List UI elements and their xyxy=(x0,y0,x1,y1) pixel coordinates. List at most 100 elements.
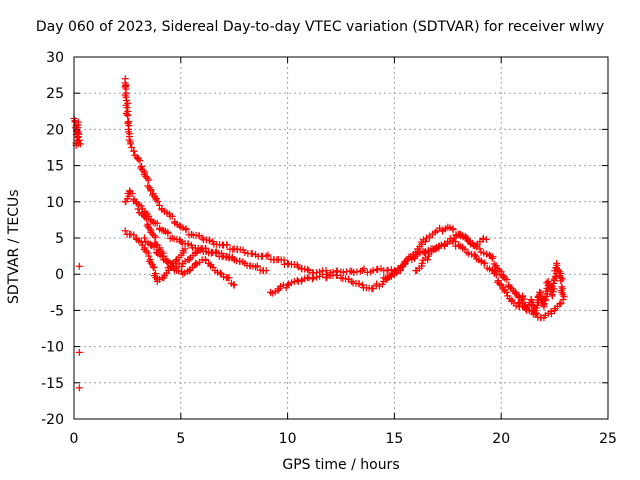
data-point-track-e xyxy=(253,262,261,270)
y-tick-label: 30 xyxy=(46,50,64,66)
axis-ticks: 0 5 10 15 20 25 -20 -15 -10 -5 0 5 10 15 20 25 30 xyxy=(41,50,617,447)
data-point-track-a xyxy=(137,164,145,172)
data-point-track-i xyxy=(522,305,530,313)
data-point-track-g xyxy=(390,270,398,278)
data-point-track-a xyxy=(241,248,249,256)
chart-title: Day 060 of 2023, Sidereal Day-to-day VTE… xyxy=(35,19,605,35)
y-tick-label: 10 xyxy=(46,195,64,211)
y-tick-label: 0 xyxy=(55,267,64,283)
plot-frame xyxy=(73,56,609,420)
data-point-track-g xyxy=(488,254,496,262)
data-point-track-a xyxy=(284,259,292,267)
data-point-track-i xyxy=(536,288,544,296)
data-point-track-g xyxy=(547,310,555,318)
data-point-track-c xyxy=(147,259,155,267)
data-point-track-c xyxy=(149,263,157,271)
data-point-track-a xyxy=(130,147,138,155)
data-point-track-d xyxy=(225,274,233,282)
data-point-early-segment xyxy=(74,118,82,126)
data-point-early-outliers xyxy=(75,384,83,392)
data-point-track-a xyxy=(182,226,190,234)
data-point-track-c xyxy=(121,227,129,235)
data-point-track-d xyxy=(144,220,152,228)
data-point-track-c xyxy=(145,252,153,260)
data-point-spike-2.4h xyxy=(123,104,131,112)
y-tick-label: 15 xyxy=(46,159,64,175)
data-point-track-a xyxy=(369,267,377,275)
data-point-track-a xyxy=(145,176,153,184)
data-point-track-g xyxy=(556,300,564,308)
data-point-track-c xyxy=(150,264,158,272)
data-point-track-a xyxy=(138,162,146,170)
data-point-track-h xyxy=(482,235,490,243)
data-point-track-a xyxy=(360,265,368,273)
data-point-track-a xyxy=(136,157,144,165)
data-point-track-h xyxy=(418,259,426,267)
data-point-track-a xyxy=(206,236,214,244)
data-point-track-b xyxy=(177,238,185,246)
y-tick-label: 25 xyxy=(46,86,64,102)
data-point-track-f xyxy=(355,280,363,288)
data-point-track-e xyxy=(178,262,186,270)
data-point-track-f xyxy=(313,273,321,281)
y-tick-label: -20 xyxy=(41,412,64,428)
data-point-track-e xyxy=(140,234,148,242)
data-point-track-i xyxy=(537,289,545,297)
data-point-track-a xyxy=(223,241,231,249)
data-point-early-outliers xyxy=(75,262,83,270)
x-tick-label: 20 xyxy=(492,431,510,447)
data-point-track-i xyxy=(520,295,528,303)
data-point-track-a xyxy=(198,234,206,242)
y-tick-label: -10 xyxy=(41,340,64,356)
data-points xyxy=(70,75,568,392)
data-point-track-d xyxy=(148,230,156,238)
data-point-track-g xyxy=(507,284,515,292)
data-point-track-f xyxy=(319,270,327,278)
x-tick-label: 0 xyxy=(70,431,79,447)
data-point-track-f xyxy=(309,274,317,282)
data-point-track-a xyxy=(145,184,153,192)
data-point-track-d xyxy=(152,233,160,241)
data-point-track-e xyxy=(150,243,158,251)
data-point-track-f xyxy=(322,274,330,282)
data-point-track-d xyxy=(185,267,193,275)
data-point-track-h xyxy=(449,237,457,245)
data-point-track-f xyxy=(496,280,504,288)
x-tick-label: 15 xyxy=(385,431,403,447)
y-tick-label: -15 xyxy=(41,376,64,392)
data-point-track-a xyxy=(304,265,312,273)
data-point-track-e xyxy=(158,253,166,261)
data-point-track-b xyxy=(128,189,136,197)
y-axis-label: SDTVAR / TECUs xyxy=(6,189,22,304)
x-tick-label: 25 xyxy=(599,431,617,447)
data-point-track-i xyxy=(557,277,565,285)
data-point-spike-2.4h xyxy=(128,144,136,151)
y-tick-label: 5 xyxy=(55,231,64,247)
data-point-track-f xyxy=(470,251,478,259)
y-tick-label: 20 xyxy=(46,122,64,138)
data-point-track-a xyxy=(264,251,272,259)
data-point-track-a xyxy=(339,268,347,276)
data-point-track-f xyxy=(284,281,292,289)
data-point-track-h xyxy=(424,256,432,264)
data-point-track-a xyxy=(134,155,142,163)
data-point-track-c xyxy=(181,245,189,253)
data-point-track-f xyxy=(420,248,428,256)
data-point-track-f xyxy=(503,288,511,296)
data-point-track-e xyxy=(185,256,193,264)
data-point-track-b xyxy=(184,240,192,248)
data-point-track-a xyxy=(353,268,361,276)
data-point-track-d xyxy=(230,281,238,289)
data-point-track-f xyxy=(454,241,462,249)
data-point-track-b xyxy=(164,229,172,237)
data-point-track-b xyxy=(153,219,161,227)
y-tick-label: -5 xyxy=(50,303,64,319)
data-point-track-e xyxy=(212,248,220,256)
x-tick-label: 10 xyxy=(279,431,297,447)
data-point-track-a xyxy=(294,263,302,271)
data-point-track-g xyxy=(503,276,511,284)
data-point-track-f xyxy=(323,273,331,281)
data-point-track-d xyxy=(216,269,224,277)
data-point-track-i xyxy=(559,296,567,304)
